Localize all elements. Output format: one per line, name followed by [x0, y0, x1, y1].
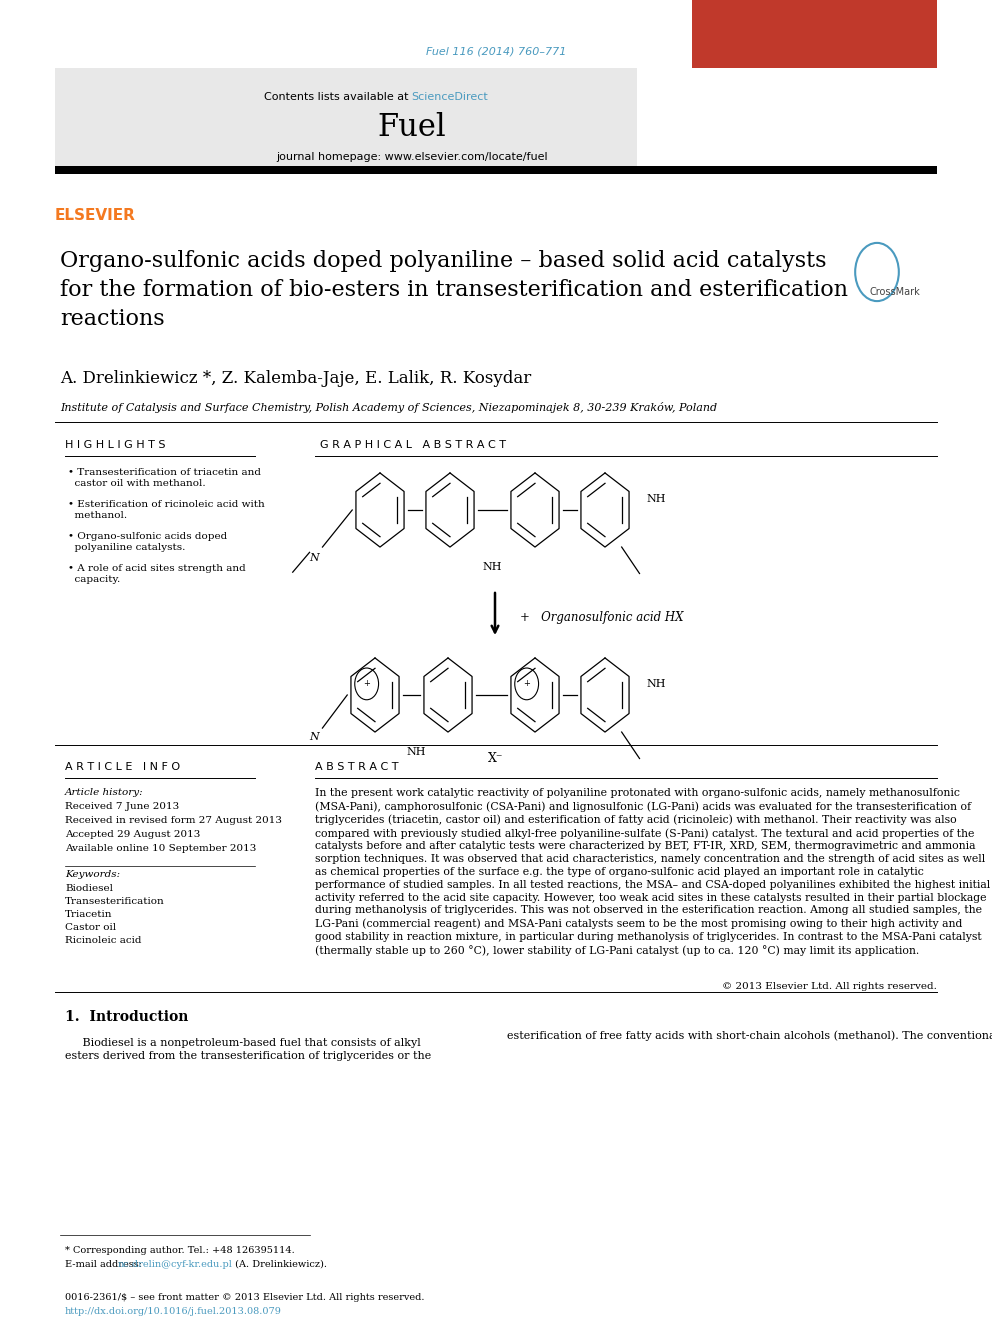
Text: journal homepage: www.elsevier.com/locate/fuel: journal homepage: www.elsevier.com/locat…	[276, 152, 548, 161]
Text: +: +	[363, 680, 370, 688]
Text: nc.drelin@cyf-kr.edu.pl: nc.drelin@cyf-kr.edu.pl	[118, 1259, 233, 1269]
Text: Biodiesel: Biodiesel	[65, 884, 113, 893]
Text: • Transesterification of triacetin and
  castor oil with methanol.: • Transesterification of triacetin and c…	[68, 468, 261, 488]
Text: 1.  Introduction: 1. Introduction	[65, 1009, 188, 1024]
Text: • Organo-sulfonic acids doped
  polyaniline catalysts.: • Organo-sulfonic acids doped polyanilin…	[68, 532, 227, 552]
Text: Triacetin: Triacetin	[65, 910, 112, 919]
Text: NH: NH	[407, 747, 427, 757]
Text: +   Organosulfonic acid HX: + Organosulfonic acid HX	[520, 611, 683, 624]
Text: A R T I C L E   I N F O: A R T I C L E I N F O	[65, 762, 181, 773]
Text: Received in revised form 27 August 2013: Received in revised form 27 August 2013	[65, 816, 282, 826]
Text: +: +	[523, 680, 530, 688]
Text: CrossMark: CrossMark	[870, 287, 921, 296]
Text: Available online 10 September 2013: Available online 10 September 2013	[65, 844, 256, 853]
Text: • Esterification of ricinoleic acid with
  methanol.: • Esterification of ricinoleic acid with…	[68, 500, 265, 520]
Text: Biodiesel is a nonpetroleum-based fuel that consists of alkyl
esters derived fro: Biodiesel is a nonpetroleum-based fuel t…	[65, 1039, 432, 1061]
Text: © 2013 Elsevier Ltd. All rights reserved.: © 2013 Elsevier Ltd. All rights reserved…	[722, 982, 937, 991]
Text: Castor oil: Castor oil	[65, 923, 116, 931]
Text: N: N	[310, 553, 319, 562]
Text: ScienceDirect: ScienceDirect	[412, 93, 488, 102]
Text: ELSEVIER: ELSEVIER	[55, 208, 136, 222]
Text: Received 7 June 2013: Received 7 June 2013	[65, 802, 180, 811]
Text: E-mail address:: E-mail address:	[65, 1259, 145, 1269]
Text: N: N	[310, 733, 319, 742]
Text: Ricinoleic acid: Ricinoleic acid	[65, 935, 142, 945]
Text: X⁻: X⁻	[488, 751, 503, 765]
Text: A B S T R A C T: A B S T R A C T	[315, 762, 399, 773]
Text: Contents lists available at: Contents lists available at	[264, 93, 412, 102]
Text: A. Drelinkiewicz *, Z. Kalemba-Jaje, E. Lalik, R. Kosydar: A. Drelinkiewicz *, Z. Kalemba-Jaje, E. …	[60, 370, 532, 388]
Text: Transesterification: Transesterification	[65, 897, 165, 906]
Text: FUEL: FUEL	[775, 120, 853, 149]
Text: * Corresponding author. Tel.: +48 126395114.: * Corresponding author. Tel.: +48 126395…	[65, 1246, 295, 1256]
Text: NH: NH	[647, 493, 667, 504]
Text: (A. Drelinkiewicz).: (A. Drelinkiewicz).	[232, 1259, 327, 1269]
Text: http://dx.doi.org/10.1016/j.fuel.2013.08.079: http://dx.doi.org/10.1016/j.fuel.2013.08…	[65, 1307, 282, 1316]
Text: Article history:: Article history:	[65, 789, 144, 796]
Text: NH: NH	[647, 679, 667, 689]
Text: • A role of acid sites strength and
  capacity.: • A role of acid sites strength and capa…	[68, 564, 246, 583]
Text: H I G H L I G H T S: H I G H L I G H T S	[65, 441, 166, 450]
Text: esterification of free fatty acids with short-chain alcohols (methanol). The con: esterification of free fatty acids with …	[507, 1031, 992, 1041]
Text: Fuel 116 (2014) 760–771: Fuel 116 (2014) 760–771	[426, 48, 566, 57]
Text: Accepted 29 August 2013: Accepted 29 August 2013	[65, 830, 200, 839]
Text: Organo-sulfonic acids doped polyaniline – based solid acid catalysts
for the for: Organo-sulfonic acids doped polyaniline …	[60, 250, 848, 329]
Text: Keywords:: Keywords:	[65, 871, 120, 878]
Text: FUEL: FUEL	[804, 95, 824, 105]
Text: NH: NH	[483, 562, 502, 572]
Text: Institute of Catalysis and Surface Chemistry, Polish Academy of Sciences, Niezap: Institute of Catalysis and Surface Chemi…	[60, 402, 717, 413]
Text: Fuel: Fuel	[377, 111, 446, 143]
Text: G R A P H I C A L   A B S T R A C T: G R A P H I C A L A B S T R A C T	[320, 441, 506, 450]
Text: In the present work catalytic reactivity of polyaniline protonated with organo-s: In the present work catalytic reactivity…	[315, 789, 990, 955]
Text: 0016-2361/$ – see front matter © 2013 Elsevier Ltd. All rights reserved.: 0016-2361/$ – see front matter © 2013 El…	[65, 1293, 425, 1302]
